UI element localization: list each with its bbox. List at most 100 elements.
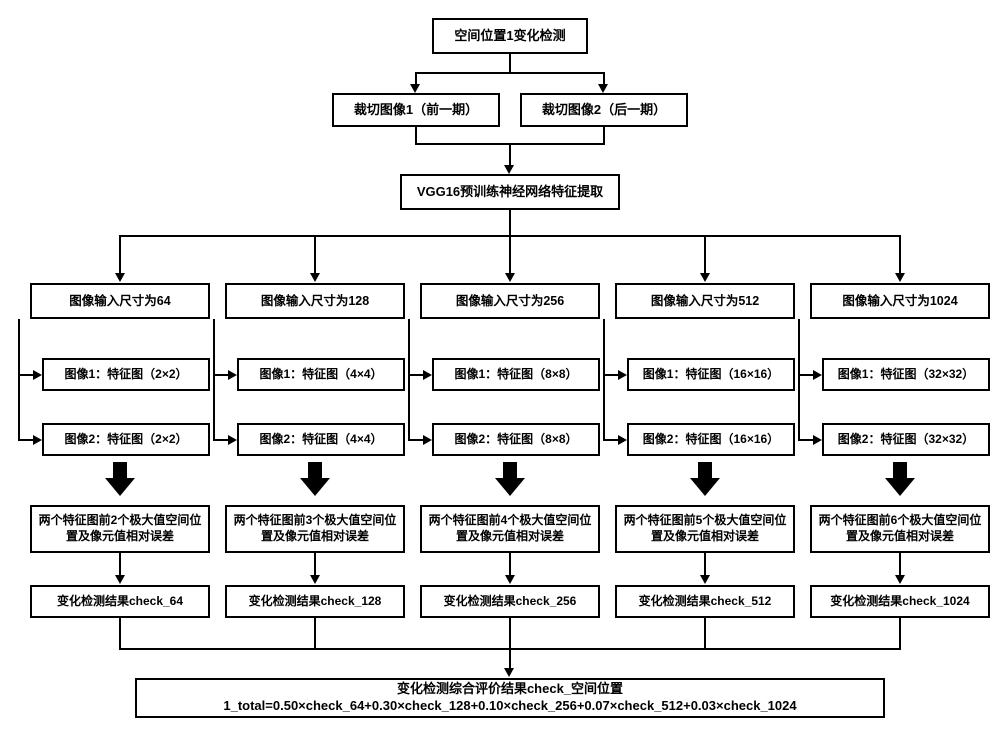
edge [408, 439, 424, 441]
maxval-node: 两个特征图前3个极大值空间位置及像元值相对误差 [225, 505, 405, 553]
maxval-node: 两个特征图前5个极大值空间位置及像元值相对误差 [615, 505, 795, 553]
check-result-node-text: 变化检测结果check_1024 [830, 594, 969, 610]
feature-map2-node: 图像2：特征图（32×32） [822, 423, 990, 456]
edge [408, 319, 410, 440]
feature-map1-node-text: 图像1：特征图（16×16） [643, 367, 779, 383]
feature-map1-node: 图像1：特征图（16×16） [627, 358, 795, 391]
maxval-node-text: 两个特征图前4个极大值空间位置及像元值相对误差 [428, 513, 592, 544]
arrow-down [505, 273, 515, 282]
arrow-right [813, 370, 822, 380]
edge [798, 439, 814, 441]
big-arrow-down [885, 462, 915, 496]
feature-map1-node-text: 图像1：特征图（8×8） [454, 367, 577, 383]
big-arrow-down [105, 462, 135, 496]
feature-map2-node-text: 图像2：特征图（16×16） [643, 432, 779, 448]
arrow-down [505, 575, 515, 584]
edge [509, 648, 511, 670]
edge [603, 319, 605, 440]
input-size-node-text: 图像输入尺寸为1024 [842, 293, 957, 309]
edge [18, 439, 34, 441]
arrow-right [618, 435, 627, 445]
arrow [504, 668, 514, 677]
edge [704, 553, 706, 576]
edge [18, 319, 20, 440]
arrow-right [423, 435, 432, 445]
edge [213, 374, 229, 376]
edge [415, 127, 417, 143]
arrow-down [895, 273, 905, 282]
edge [408, 374, 424, 376]
edge [603, 439, 619, 441]
edge [119, 235, 121, 274]
arrow-right [228, 435, 237, 445]
crop1-node: 裁切图像1（前一期） [332, 93, 500, 127]
arrow [504, 165, 514, 174]
arrow-down [700, 273, 710, 282]
input-size-node-text: 图像输入尺寸为512 [651, 293, 759, 309]
input-size-node: 图像输入尺寸为256 [420, 283, 600, 319]
input-size-node: 图像输入尺寸为512 [615, 283, 795, 319]
big-arrow-down [495, 462, 525, 496]
check-result-node: 变化检测结果check_64 [30, 585, 210, 618]
arrow-down [310, 273, 320, 282]
edge [509, 235, 511, 274]
edge [798, 374, 814, 376]
maxval-node-text: 两个特征图前2个极大值空间位置及像元值相对误差 [38, 513, 202, 544]
edge [509, 553, 511, 576]
edge [119, 553, 121, 576]
edge [798, 319, 800, 440]
arrow-right [618, 370, 627, 380]
arrow [598, 84, 608, 93]
maxval-node-text: 两个特征图前5个极大值空间位置及像元值相对误差 [623, 513, 787, 544]
check-result-node-text: 变化检测结果check_512 [639, 594, 772, 610]
feature-map1-node-text: 图像1：特征图（2×2） [64, 367, 187, 383]
arrow-down [115, 273, 125, 282]
edge [213, 439, 229, 441]
title-text: 空间位置1变化检测 [454, 28, 565, 45]
check-result-node: 变化检测结果check_128 [225, 585, 405, 618]
feature-map1-node-text: 图像1：特征图（32×32） [838, 367, 974, 383]
check-result-node-text: 变化检测结果check_128 [249, 594, 382, 610]
arrow-down [700, 575, 710, 584]
input-size-node-text: 图像输入尺寸为64 [69, 293, 170, 309]
edge [213, 319, 215, 440]
input-size-node-text: 图像输入尺寸为256 [456, 293, 564, 309]
maxval-node: 两个特征图前2个极大值空间位置及像元值相对误差 [30, 505, 210, 553]
check-result-node: 变化检测结果check_1024 [810, 585, 990, 618]
edge [314, 235, 316, 274]
vgg-text: VGG16预训练神经网络特征提取 [417, 184, 603, 201]
maxval-node: 两个特征图前6个极大值空间位置及像元值相对误差 [810, 505, 990, 553]
edge [899, 235, 901, 274]
arrow-right [423, 370, 432, 380]
input-size-node-text: 图像输入尺寸为128 [261, 293, 369, 309]
edge [603, 374, 619, 376]
edge [704, 235, 706, 274]
edge [899, 553, 901, 576]
title-node: 空间位置1变化检测 [432, 18, 588, 54]
feature-map2-node-text: 图像2：特征图（4×4） [259, 432, 382, 448]
feature-map2-node: 图像2：特征图（16×16） [627, 423, 795, 456]
crop2-node: 裁切图像2（后一期） [520, 93, 688, 127]
big-arrow-down [690, 462, 720, 496]
total-text: 变化检测综合评价结果check_空间位置1_total=0.50×check_6… [143, 681, 877, 715]
arrow-right [33, 435, 42, 445]
check-result-node: 变化检测结果check_256 [420, 585, 600, 618]
feature-map2-node: 图像2：特征图（4×4） [237, 423, 405, 456]
feature-map1-node: 图像1：特征图（2×2） [42, 358, 210, 391]
feature-map2-node-text: 图像2：特征图（32×32） [838, 432, 974, 448]
maxval-node-text: 两个特征图前6个极大值空间位置及像元值相对误差 [818, 513, 982, 544]
total-node: 变化检测综合评价结果check_空间位置1_total=0.50×check_6… [135, 678, 885, 718]
edge [509, 54, 511, 72]
vgg-node: VGG16预训练神经网络特征提取 [400, 174, 620, 210]
feature-map2-node: 图像2：特征图（8×8） [432, 423, 600, 456]
edge [603, 127, 605, 143]
feature-map2-node-text: 图像2：特征图（2×2） [64, 432, 187, 448]
feature-map1-node: 图像1：特征图（8×8） [432, 358, 600, 391]
check-result-node-text: 变化检测结果check_64 [57, 594, 183, 610]
arrow-right [813, 435, 822, 445]
feature-map1-node: 图像1：特征图（32×32） [822, 358, 990, 391]
edge [509, 618, 511, 648]
edge [509, 143, 511, 167]
crop1-text: 裁切图像1（前一期） [354, 102, 478, 119]
big-arrow-down [300, 462, 330, 496]
